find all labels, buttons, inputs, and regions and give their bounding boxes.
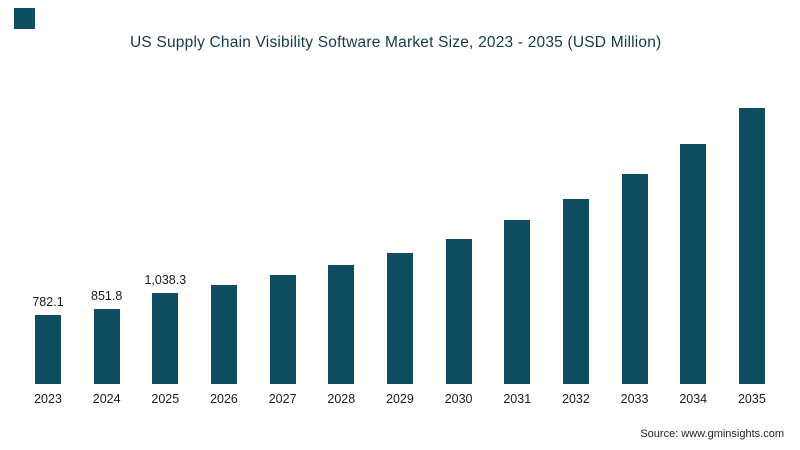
bar bbox=[93, 309, 120, 384]
x-tick-label: 2024 bbox=[92, 392, 121, 406]
x-tick-label: 2032 bbox=[562, 392, 590, 406]
bar bbox=[35, 315, 61, 384]
x-tick-label: 2029 bbox=[386, 392, 414, 406]
bar bbox=[328, 265, 355, 384]
x-tick-label: 2035 bbox=[737, 392, 766, 406]
bar-value-label: 851.8 bbox=[91, 289, 123, 303]
bar bbox=[386, 253, 413, 384]
bar bbox=[445, 239, 472, 384]
bar bbox=[210, 285, 237, 384]
bar-group: 851.8 2024 bbox=[85, 289, 129, 408]
bar-group: 2027 bbox=[261, 255, 305, 408]
x-tick-label: 2023 bbox=[34, 392, 62, 406]
chart-title: US Supply Chain Visibility Software Mark… bbox=[130, 34, 662, 51]
x-tick-label: 2028 bbox=[327, 392, 356, 406]
bar-group: 2031 bbox=[495, 200, 539, 408]
bar-group: 2035 bbox=[730, 88, 774, 408]
bar bbox=[269, 275, 296, 384]
bar bbox=[152, 293, 179, 384]
bar-group: 2028 bbox=[319, 245, 363, 408]
bar-value-label: 782.1 bbox=[32, 295, 64, 309]
brand-accent-square bbox=[14, 8, 35, 29]
source-attribution: Source: www.gminsights.com bbox=[640, 428, 784, 440]
bar-group: 782.1 2023 bbox=[26, 295, 70, 408]
x-tick-label: 2026 bbox=[210, 392, 238, 406]
bar-group: 1,038.3 2025 bbox=[143, 273, 187, 408]
bar-group: 2033 bbox=[613, 154, 657, 408]
x-tick-label: 2031 bbox=[503, 392, 532, 406]
bar bbox=[562, 199, 589, 384]
bar-group: 2026 bbox=[202, 265, 246, 408]
x-tick-label: 2034 bbox=[679, 392, 708, 406]
bar bbox=[621, 174, 648, 384]
x-tick-label: 2030 bbox=[444, 392, 473, 406]
bar-chart: 782.1 2023 851.8 2024 1,038.3 2025 2026 2027 202… bbox=[26, 68, 774, 408]
bar-group: 2030 bbox=[437, 219, 481, 408]
bar bbox=[738, 108, 765, 384]
bar-group: 2029 bbox=[378, 233, 422, 408]
bar-group: 2032 bbox=[554, 179, 598, 408]
bar-value-label: 1,038.3 bbox=[144, 273, 187, 287]
bar bbox=[504, 220, 531, 384]
x-tick-label: 2033 bbox=[620, 392, 649, 406]
bar bbox=[680, 144, 707, 384]
bar-group: 2034 bbox=[671, 124, 715, 408]
x-tick-label: 2027 bbox=[268, 392, 297, 406]
x-tick-label: 2025 bbox=[151, 392, 180, 406]
